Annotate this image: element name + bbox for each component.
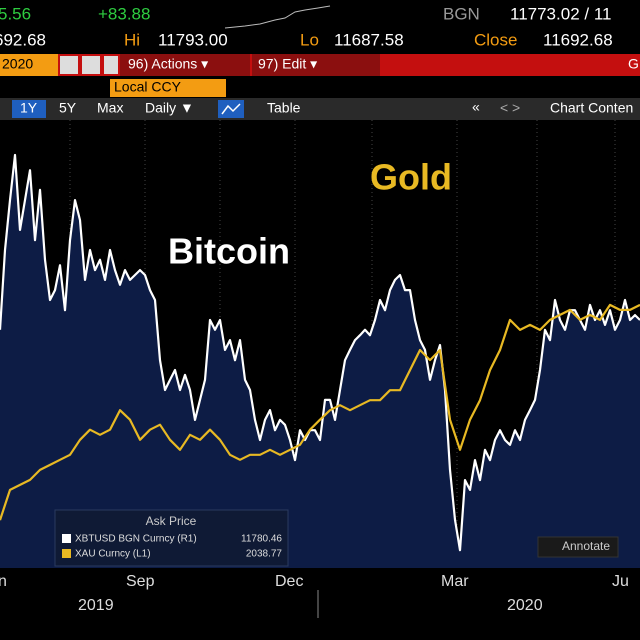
bid-ask: 11773.02 / 11 [510, 4, 611, 23]
low-label: Lo [300, 30, 319, 49]
edit-label: 97) Edit ▾ [258, 56, 317, 72]
period-1y-button[interactable] [12, 100, 46, 118]
legend-swatch [62, 549, 71, 558]
x-axis-bg [0, 568, 640, 640]
more-label: G [628, 56, 639, 72]
legend-title: Ask Price [146, 514, 197, 528]
chart-toolbar [0, 98, 640, 120]
period: 1Y [20, 100, 38, 116]
annotate-button[interactable] [537, 536, 619, 558]
table-button[interactable]: Table [267, 100, 301, 116]
annotate-label: Annotate [562, 539, 610, 553]
high-label: Hi [124, 30, 140, 49]
period[interactable]: Max [97, 100, 123, 116]
x-tick-label: Dec [275, 573, 303, 590]
high: 11793.00 [158, 30, 228, 49]
line [0, 303, 640, 521]
annotation: Gold [370, 157, 452, 198]
next-button[interactable] [104, 56, 118, 74]
x-tick-label: Mar [441, 573, 469, 590]
sparkline [224, 5, 331, 29]
period[interactable]: 5Y [59, 100, 77, 116]
calendar-button[interactable] [60, 56, 78, 74]
edit-menu[interactable] [252, 54, 380, 76]
date: 2020 [2, 56, 33, 72]
plot: Bitcoin Gold [0, 153, 640, 568]
line [0, 153, 640, 552]
net-change: +83.88 [98, 4, 150, 23]
x-tick-label: Ju [612, 573, 629, 590]
source: BGN [443, 4, 480, 23]
actions-label: 96) Actions ▾ [128, 56, 208, 72]
open: 692.68 [0, 30, 46, 49]
currency-dropdown[interactable] [110, 79, 226, 97]
legend-swatch [62, 534, 71, 543]
date-box[interactable] [0, 54, 58, 76]
legend-box [54, 509, 289, 567]
legend-value: 11780.46 [241, 534, 282, 545]
chart-content-button[interactable]: Chart Conten [550, 100, 633, 116]
next-arrow[interactable]: > [512, 100, 520, 116]
legend-label: XAU Curncy (L1) [75, 549, 151, 560]
prev-button[interactable] [82, 56, 100, 74]
actions-menu[interactable] [120, 54, 250, 76]
year-label: 2020 [507, 597, 543, 614]
legend-label: XBTUSD BGN Curncy (R1) [75, 534, 197, 545]
legend-value: 2038.77 [246, 549, 283, 560]
last-change: 5.56 [0, 4, 31, 23]
line-icon [221, 103, 241, 115]
close-label: Close [474, 30, 517, 49]
collapse-button[interactable]: « [472, 99, 480, 115]
x-axis: n Sep Dec Mar Ju 2019 2020 [0, 573, 629, 614]
frequency[interactable]: Daily ▼ [145, 100, 194, 116]
annotation: Bitcoin [168, 231, 290, 272]
year-label: 2019 [78, 597, 114, 614]
x-tick-label: n [0, 573, 7, 590]
low: 11687.58 [334, 30, 404, 49]
x-tick-label: Sep [126, 573, 155, 590]
currency-label: Local CCY [114, 79, 182, 95]
prev-arrow[interactable]: < [500, 100, 508, 116]
legend: Ask Price XBTUSD BGN Curncy (R1) 11780.46 X… [54, 509, 289, 567]
area [0, 155, 640, 568]
close: 11692.68 [543, 30, 613, 49]
